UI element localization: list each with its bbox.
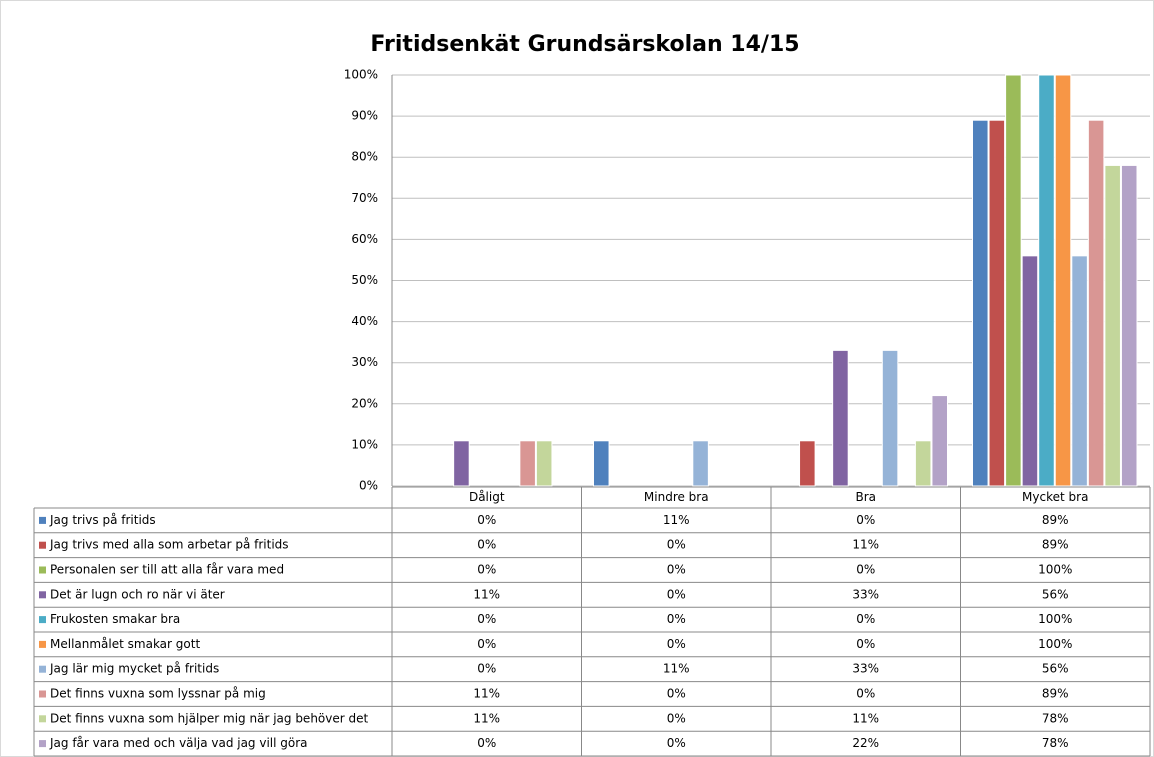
bar — [593, 440, 610, 487]
table-cell: 78% — [1042, 711, 1069, 725]
y-tick-label: 50% — [351, 273, 378, 287]
bar — [1104, 164, 1121, 487]
legend-label: Jag lär mig mycket på fritids — [49, 662, 219, 676]
table-cell: 0% — [667, 587, 686, 601]
table-cell: 0% — [667, 687, 686, 701]
legend-label: Personalen ser till att alla får vara me… — [50, 563, 284, 577]
table-cell: 89% — [1042, 513, 1069, 527]
legend-key — [39, 740, 46, 748]
table-cell: 11% — [473, 687, 500, 701]
table-cell: 11% — [473, 711, 500, 725]
bar — [519, 440, 536, 487]
table-cell: 0% — [667, 612, 686, 626]
table-cell: 0% — [477, 538, 496, 552]
legend-key — [39, 690, 46, 698]
table-cell: 0% — [667, 563, 686, 577]
table-cell: 0% — [856, 513, 875, 527]
legend-key — [39, 616, 46, 624]
bar — [1021, 255, 1039, 487]
table-cell: 11% — [473, 587, 500, 601]
table-cell: 0% — [667, 711, 686, 725]
table-cell: 0% — [477, 612, 496, 626]
legend-key — [39, 541, 46, 549]
table-cell: 100% — [1038, 612, 1072, 626]
table-cell: 0% — [477, 563, 496, 577]
table-cell: 89% — [1042, 538, 1069, 552]
legend-label: Jag trivs på fritids — [49, 513, 156, 527]
table-cell: 100% — [1038, 563, 1072, 577]
bar — [881, 349, 899, 487]
table-cell: 0% — [667, 637, 686, 651]
table-cell: 100% — [1038, 637, 1072, 651]
table-cell: 11% — [663, 662, 690, 676]
table-cell: 0% — [477, 513, 496, 527]
bar — [1087, 119, 1105, 487]
table-cell: 33% — [852, 587, 879, 601]
table-cell: 0% — [856, 563, 875, 577]
bar — [931, 395, 949, 487]
legend-label: Jag får vara med och välja vad jag vill … — [49, 736, 308, 750]
bar — [1038, 74, 1055, 487]
legend-key — [39, 715, 46, 723]
y-tick-label: 60% — [351, 232, 378, 246]
bar — [972, 119, 989, 487]
y-tick-label: 30% — [351, 355, 378, 369]
y-tick-label: 70% — [351, 191, 378, 205]
y-tick-label: 0% — [359, 479, 378, 493]
bar — [1120, 164, 1138, 487]
bar — [832, 349, 849, 487]
table-cell: 56% — [1042, 662, 1069, 676]
legend-key — [39, 566, 46, 574]
bar — [1054, 74, 1072, 487]
table-cell: 0% — [477, 736, 496, 750]
legend-key — [39, 516, 46, 524]
table-cell: 22% — [852, 736, 879, 750]
x-tick-label: Dåligt — [469, 490, 505, 504]
legend-label: Jag trivs med alla som arbetar på fritid… — [49, 538, 289, 552]
legend-key — [39, 591, 46, 599]
bar — [1005, 74, 1022, 487]
bar — [692, 440, 709, 487]
legend-label: Mellanmålet smakar gott — [50, 637, 200, 651]
table-cell: 89% — [1042, 687, 1069, 701]
table-cell: 11% — [852, 538, 879, 552]
x-tick-label: Mindre bra — [644, 490, 709, 504]
table-cell: 11% — [663, 513, 690, 527]
table-cell: 0% — [667, 736, 686, 750]
table-cell: 0% — [856, 687, 875, 701]
legend-label: Frukosten smakar bra — [50, 612, 180, 626]
table-cell: 0% — [477, 662, 496, 676]
bar — [453, 440, 470, 487]
table-cell: 11% — [852, 711, 879, 725]
table-cell: 0% — [856, 612, 875, 626]
y-tick-label: 20% — [351, 396, 378, 410]
bar — [1071, 255, 1088, 487]
bar — [914, 440, 932, 487]
y-tick-label: 10% — [351, 437, 378, 451]
x-tick-label: Bra — [855, 490, 876, 504]
bar — [988, 119, 1006, 487]
chart-title: Fritidsenkät Grundsärskolan 14/15 — [370, 32, 799, 57]
legend-label: Det finns vuxna som lyssnar på mig — [50, 687, 266, 701]
x-tick-label: Mycket bra — [1022, 490, 1088, 504]
table-cell: 78% — [1042, 736, 1069, 750]
legend-label: Det är lugn och ro när vi äter — [50, 587, 225, 601]
legend-label: Det finns vuxna som hjälper mig när jag … — [50, 711, 368, 725]
legend-key — [39, 640, 46, 648]
legend-key — [39, 665, 46, 673]
bar — [535, 440, 553, 487]
table-cell: 0% — [477, 637, 496, 651]
table-cell: 0% — [856, 637, 875, 651]
table-cell: 56% — [1042, 587, 1069, 601]
y-tick-label: 90% — [351, 109, 378, 123]
table-cell: 33% — [852, 662, 879, 676]
y-tick-label: 100% — [344, 68, 378, 82]
table-cell: 0% — [667, 538, 686, 552]
y-tick-label: 80% — [351, 150, 378, 164]
y-tick-label: 40% — [351, 314, 378, 328]
bar — [799, 440, 816, 487]
